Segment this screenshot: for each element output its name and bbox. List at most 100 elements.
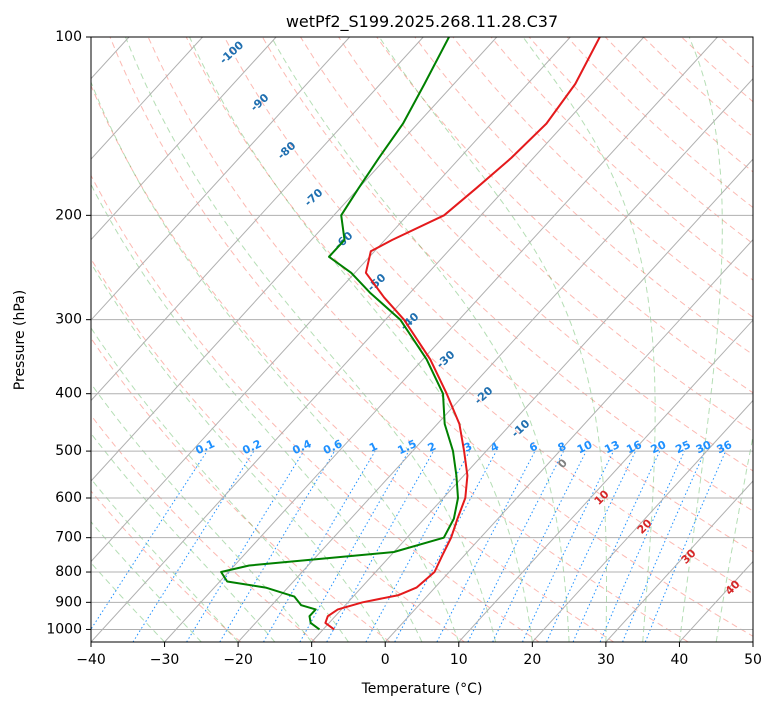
- mixing-ratio-label: 0.1: [194, 437, 217, 457]
- moist-adiabat-line: [125, 37, 497, 642]
- isotherm-gridline: [91, 37, 571, 563]
- mixing-ratio-line: [263, 450, 376, 642]
- x-tick-label: −10: [297, 652, 327, 668]
- dry-adiabat-line: [719, 37, 753, 68]
- mixing-ratio-label: 1.5: [395, 437, 418, 457]
- isotherm-gridline: [91, 37, 277, 241]
- isotherm-label: -20: [472, 384, 496, 407]
- isotherm-label: -70: [302, 186, 326, 209]
- isotherm-gridline: [458, 319, 753, 642]
- dry-adiabat-line: [147, 37, 753, 637]
- skewed-isotherms: [91, 37, 753, 642]
- x-tick-label: 20: [523, 652, 541, 668]
- mixing-ratio-label: 30: [694, 438, 714, 456]
- dry-adiabat-line: [490, 37, 753, 281]
- mixing-ratio-line: [522, 450, 614, 642]
- dry-adiabat-line: [643, 37, 753, 138]
- moist-adiabat-line: [91, 382, 313, 642]
- dry-adiabat-line: [261, 37, 753, 512]
- isotherm-gridline: [91, 37, 203, 160]
- isotherm-label: -10: [509, 417, 533, 440]
- isotherm-gridline: [605, 480, 753, 642]
- mixing-ratio-lines: [91, 450, 727, 642]
- mixing-ratio-label: 1: [367, 440, 379, 455]
- isotherm-gridline: [752, 641, 753, 642]
- mixing-ratio-line: [622, 450, 706, 642]
- moist-adiabat-line: [270, 37, 570, 642]
- x-tick-label: 10: [450, 652, 468, 668]
- moist-adiabat-line: [715, 433, 753, 642]
- mixing-ratio-line: [492, 450, 587, 642]
- temperature-line: [324, 37, 601, 631]
- isotherm-gridline: [311, 158, 753, 642]
- chart-title: wetPf2_S199.2025.268.11.28.C37: [286, 12, 558, 32]
- moist-adiabat-label: 0: [555, 456, 570, 471]
- dry-adiabat-line: [376, 37, 753, 394]
- mixing-ratio-line: [219, 450, 336, 642]
- mixing-ratio-line: [365, 450, 471, 642]
- x-tick-label: −20: [223, 652, 253, 668]
- moist-adiabat-line: [378, 37, 607, 642]
- moist-adiabat-line: [678, 37, 723, 642]
- dry-adiabat-line: [91, 337, 391, 642]
- x-axis-ticks: −40 −30 −20 −10 0 10 20 30 40 50: [76, 642, 762, 668]
- moist-adiabat-line: [91, 327, 349, 642]
- dewpoint-line: [220, 37, 459, 631]
- dry-adiabat-line: [91, 257, 465, 642]
- moist-adiabat-line: [91, 80, 460, 642]
- mixing-ratio-line: [91, 450, 208, 631]
- mixing-ratio-label: 20: [649, 438, 669, 456]
- y-tick-label: 400: [55, 386, 82, 402]
- y-tick-label: 300: [55, 312, 82, 328]
- isotherm-gridline: [91, 37, 351, 321]
- dry-adiabat-line: [91, 414, 316, 642]
- isotherm-label: -80: [275, 139, 299, 162]
- x-tick-label: 50: [744, 652, 762, 668]
- isotherm-gridline: [164, 37, 718, 642]
- dry-adiabat-line: [300, 37, 753, 472]
- mixing-ratio-label: 13: [602, 438, 621, 456]
- mixing-ratio-line: [394, 450, 497, 642]
- moist-adiabat-line: [522, 37, 656, 642]
- moist-adiabat-line: [91, 262, 386, 642]
- y-tick-label: 800: [55, 564, 82, 580]
- y-tick-label: 100: [55, 29, 82, 45]
- isotherm-gridline: [91, 37, 645, 642]
- moist-adiabat-label: 10: [592, 487, 612, 507]
- mixing-ratio-line: [186, 450, 305, 642]
- x-tick-label: 40: [671, 652, 689, 668]
- x-tick-label: 30: [597, 652, 615, 668]
- mixing-ratio-label: 8: [556, 440, 568, 455]
- mixing-ratio-label: 0.4: [290, 437, 313, 457]
- mixing-ratio-label: 6: [527, 440, 540, 455]
- isotherm-label: -30: [434, 348, 458, 371]
- isobar-gridlines: [91, 37, 753, 630]
- moist-adiabats: [91, 37, 753, 642]
- mixing-ratio-line: [467, 450, 565, 642]
- moist-adiabat-label: 40: [723, 577, 743, 597]
- y-tick-label: 500: [55, 443, 82, 459]
- y-axis-ticks: 100 200 300 400 500 600 700 800 900 1000: [46, 29, 91, 637]
- mixing-ratio-label: 0.2: [240, 437, 263, 457]
- moist-adiabat-line: [189, 37, 533, 642]
- dry-adiabat-line: [452, 37, 753, 318]
- moist-adiabat-line: [91, 183, 423, 642]
- x-tick-label: 0: [381, 652, 390, 668]
- mixing-ratio-label: 4: [488, 440, 501, 455]
- dry-adiabat-line: [91, 490, 242, 642]
- dry-adiabat-line: [91, 84, 614, 642]
- mixing-ratio-label: 36: [715, 438, 735, 456]
- isotherm-label: -100: [217, 38, 246, 66]
- dry-adiabat-line: [223, 37, 753, 553]
- mixing-ratio-label: 25: [673, 438, 692, 456]
- dry-adiabat-line: [681, 37, 753, 103]
- x-axis-label: Temperature (°C): [361, 681, 483, 697]
- x-tick-label: −30: [150, 652, 180, 668]
- y-tick-label: 700: [55, 530, 82, 546]
- y-axis-label: Pressure (hPa): [12, 290, 28, 390]
- mixing-ratio-label: 2: [426, 440, 438, 455]
- dry-adiabat-line: [338, 37, 753, 433]
- isotherm-gridline: [237, 77, 753, 642]
- y-tick-label: 900: [55, 594, 82, 610]
- y-tick-label: 1000: [46, 621, 82, 637]
